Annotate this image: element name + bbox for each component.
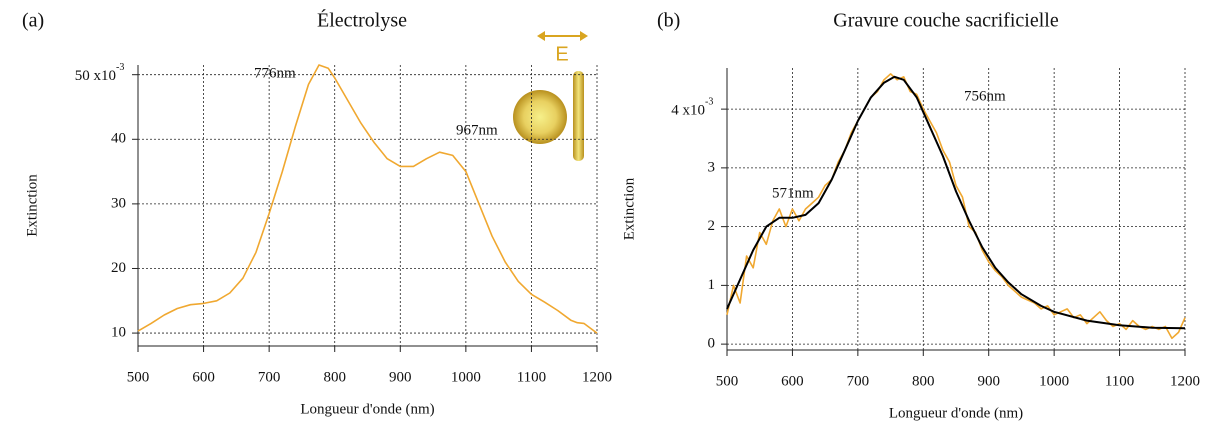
y-tick-label: 0 — [708, 336, 716, 352]
x-tick-label: 700 — [258, 369, 281, 385]
y-tick-label: 40 — [111, 131, 126, 147]
series-line — [137, 64, 598, 334]
inset-icon — [513, 31, 588, 161]
annotation: 776nm — [254, 65, 296, 81]
y-tick-label: 1 — [708, 277, 716, 293]
y-axis-title: Extinction — [24, 174, 40, 237]
panel-label: (b) — [657, 10, 680, 32]
chart-title: Électrolyse — [317, 9, 407, 32]
x-axis-title: Longueur d'onde (nm) — [300, 401, 434, 417]
y-tick-label: 4 x10 — [671, 103, 705, 119]
x-tick-label: 1000 — [1039, 373, 1069, 389]
annotation: 967nm — [456, 122, 498, 138]
x-tick-label: 900 — [977, 373, 1000, 389]
x-tick-label: 1200 — [1170, 373, 1200, 389]
x-tick-label: 500 — [716, 373, 739, 389]
y-tick-exponent: -3 — [116, 62, 124, 73]
series-line — [726, 73, 1186, 340]
x-tick-label: 1100 — [517, 369, 546, 385]
y-tick-exponent: -3 — [705, 96, 713, 107]
annotation: 756nm — [964, 88, 1006, 104]
chart-title: Gravure couche sacrificielle — [833, 10, 1059, 32]
x-tick-label: 600 — [192, 369, 215, 385]
x-tick-label: 1000 — [451, 369, 481, 385]
y-tick-label: 10 — [111, 325, 126, 341]
x-tick-label: 800 — [323, 369, 346, 385]
y-tick-label: 30 — [111, 195, 126, 211]
x-tick-label: 600 — [781, 373, 804, 389]
x-tick-label: 800 — [912, 373, 935, 389]
y-tick-label: 20 — [111, 260, 126, 276]
x-tick-label: 700 — [847, 373, 870, 389]
polarization-label: E — [555, 43, 568, 65]
x-axis-title: Longueur d'onde (nm) — [889, 405, 1023, 421]
x-tick-label: 900 — [389, 369, 412, 385]
y-tick-label: 50 x10 — [75, 68, 116, 84]
y-tick-label: 3 — [708, 159, 716, 175]
annotation: 571nm — [772, 185, 814, 201]
series-line — [726, 75, 1186, 330]
x-tick-label: 1200 — [582, 369, 612, 385]
y-tick-label: 2 — [708, 218, 716, 234]
y-axis-title: Extinction — [621, 177, 637, 240]
x-tick-label: 1100 — [1105, 373, 1134, 389]
x-tick-label: 500 — [127, 369, 150, 385]
panel-label: (a) — [22, 10, 44, 32]
